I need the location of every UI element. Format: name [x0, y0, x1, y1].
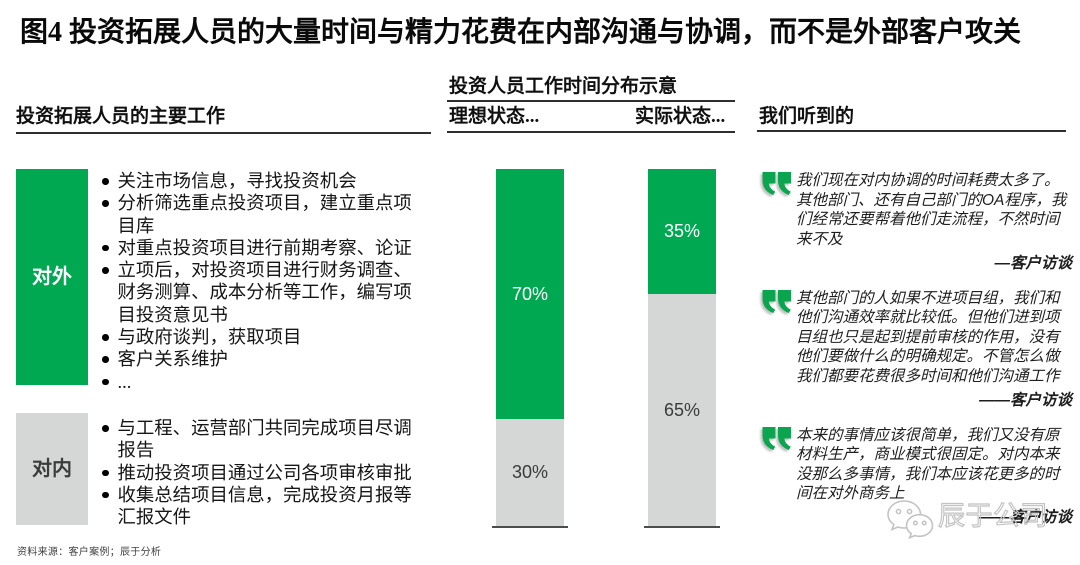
quote-item: 我们现在对内协调的时间耗费太多了。其他部门、还有自己部门的OA程序，我们经常还要…	[757, 171, 1072, 273]
quote-text: 其他部门的人如果不进项目组，我们和他们沟通效率就比较低。但他们进到项目组也只是起…	[796, 289, 1060, 385]
bar-segment-对外工作: 70%	[496, 169, 564, 419]
watermark-text: 辰于公司	[937, 500, 1048, 531]
quote-marks-shape-group	[762, 289, 791, 313]
bullet-item: 与政府谈判，获取项目	[100, 326, 418, 348]
bar-value-label: 35%	[663, 221, 701, 242]
bar-axis-actual	[644, 525, 720, 528]
left-header-rule	[16, 132, 431, 134]
bullet-item: 分析筛选重点投资项目，建立重点项目库	[100, 192, 418, 237]
bullet-item: ...	[100, 371, 418, 393]
quotes-header-rule	[757, 130, 1066, 132]
quote-text: 本来的事情应该很简单，我们又没有原材料生产，商业模式很固定。对内本来没那么多事情…	[796, 426, 1060, 503]
group-label-internal: 对内	[32, 458, 72, 480]
quote-attribution: ——客户访谈	[978, 509, 1072, 526]
quote-marks-icon	[762, 172, 791, 195]
wechat-eyes-group	[895, 508, 927, 526]
quotes-panel-header: 我们听到的	[759, 106, 855, 127]
quote-comma-shape	[778, 172, 791, 195]
quote-comma-shape	[762, 289, 776, 313]
quote-attribution: ——客户访谈	[978, 391, 1072, 409]
quote-item: 其他部门的人如果不进项目组，我们和他们沟通效率就比较低。但他们进到项目组也只是起…	[757, 289, 1072, 411]
stacked-bar-actual: 35% 65%	[648, 169, 716, 526]
bullet-item: 收集总结项目信息，完成投资月报等汇报文件	[100, 484, 418, 529]
wechat-logo-icon	[887, 500, 934, 540]
quote-item: 本来的事情应该很简单，我们又没有原材料生产，商业模式很固定。对内本来没那么多事情…	[757, 426, 1072, 528]
bar-axis-ideal	[492, 525, 568, 528]
bar-segment-对外工作: 35%	[648, 169, 716, 294]
left-panel-header: 投资拓展人员的主要工作	[16, 106, 226, 127]
wechat-small-bubble-shape	[905, 513, 934, 540]
quote-comma-shape	[762, 426, 776, 450]
group-label-external: 对外	[32, 266, 72, 288]
bullet-item: 与工程、运营部门共同完成项目尽调报告	[100, 417, 418, 462]
wechat-bubbles-group	[887, 500, 934, 540]
bullet-item: 关注市场信息，寻找投资机会	[100, 170, 418, 192]
group-box-internal: 对内	[16, 413, 88, 525]
bar-segment-对内工作: 65%	[648, 293, 716, 526]
bullet-item: 立项后，对投资项目进行财务调查、财务测算、成本分析等工作，编写项目投资意见书	[100, 259, 418, 326]
chart-title-rule	[447, 100, 735, 102]
bullet-item: 客户关系维护	[100, 348, 418, 370]
quote-attribution: —客户访谈	[994, 254, 1072, 272]
wechat-eye-shape	[906, 508, 913, 515]
quote-marks-icon	[762, 426, 791, 450]
bullet-list-external: 关注市场信息，寻找投资机会 分析筛选重点投资项目，建立重点项目库 对重点投资项目进行…	[100, 170, 418, 393]
quote-comma-shape	[762, 172, 776, 195]
wechat-eye-shape	[912, 520, 918, 526]
bar-segment-对内工作: 30%	[496, 418, 564, 526]
stacked-bar-ideal: 70% 30%	[496, 169, 564, 526]
bullet-item: 对重点投资项目进行前期考察、论证	[100, 237, 418, 259]
group-box-external: 对外	[16, 169, 88, 385]
quote-text: 我们现在对内协调的时间耗费太多了。其他部门、还有自己部门的OA程序，我们经常还要…	[796, 172, 1067, 248]
quote-comma-shape	[778, 426, 791, 450]
bar-value-label: 65%	[663, 399, 701, 420]
bar-value-label: 70%	[511, 283, 549, 304]
quote-marks-icon	[762, 289, 791, 313]
bullet-item: 推动投资项目通过公司各项审核审批	[100, 462, 418, 484]
quote-comma-shape	[778, 289, 791, 313]
chart-categories-rule	[447, 131, 735, 133]
source-note: 资料来源：客户案例；辰于分析	[17, 547, 162, 558]
quotes-list: 我们现在对内协调的时间耗费太多了。其他部门、还有自己部门的OA程序，我们经常还要…	[757, 171, 1072, 543]
chart-category-actual: 实际状态...	[635, 106, 726, 127]
wechat-eye-shape	[921, 520, 927, 526]
chart-category-ideal: 理想状态...	[449, 106, 540, 127]
quote-marks-shape-group	[762, 426, 791, 450]
wechat-eye-shape	[895, 508, 902, 515]
quote-marks-shape-group	[762, 172, 791, 195]
chart-title: 投资人员工作时间分布示意	[449, 76, 678, 97]
bar-value-label: 30%	[511, 462, 549, 483]
figure-title: 图4 投资拓展人员的大量时间与精力花费在内部沟通与协调，而不是外部客户攻关	[20, 17, 1022, 48]
bullet-list-internal: 与工程、运营部门共同完成项目尽调报告 推动投资项目通过公司各项审核审批 收集总结项目…	[100, 417, 418, 528]
